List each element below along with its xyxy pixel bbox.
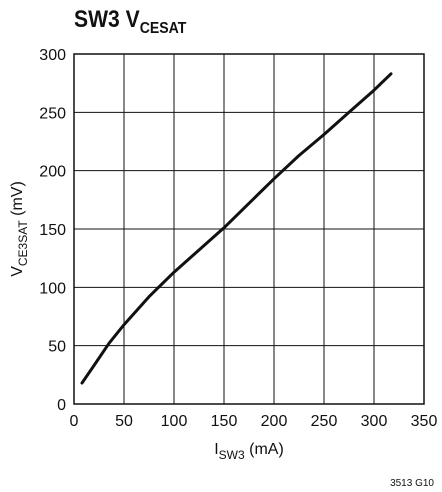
x-tick-label: 100 (161, 413, 188, 430)
grid (74, 54, 424, 404)
x-tick-label: 300 (361, 413, 388, 430)
x-tick-label: 200 (261, 413, 288, 430)
y-tick-label: 300 (39, 47, 66, 64)
x-tick-label: 150 (211, 413, 238, 430)
y-tick-label: 150 (39, 222, 66, 239)
x-tick-label: 0 (70, 413, 79, 430)
y-tick-label: 200 (39, 164, 66, 181)
x-axis-label: ISW3 (mA) (214, 441, 284, 462)
y-tick-label: 0 (57, 397, 66, 414)
y-tick-labels: 0 50 100 150 200 250 300 (39, 47, 66, 414)
y-tick-label: 100 (39, 280, 66, 297)
figure-code: 3513 G10 (390, 478, 434, 489)
series (80, 72, 393, 385)
plot-frame (73, 53, 425, 405)
y-tick-label: 250 (39, 105, 66, 122)
x-tick-label: 50 (115, 413, 133, 430)
x-tick-labels: 0 50 100 150 200 250 300 350 (70, 413, 438, 430)
y-tick-label: 50 (48, 339, 66, 356)
series-line (80, 72, 393, 385)
chart-title: SW3 VCESAT (74, 6, 187, 37)
y-axis-label: VCE3SAT (mV) (9, 181, 30, 277)
x-tick-label: 350 (411, 413, 438, 430)
x-tick-label: 250 (311, 413, 338, 430)
